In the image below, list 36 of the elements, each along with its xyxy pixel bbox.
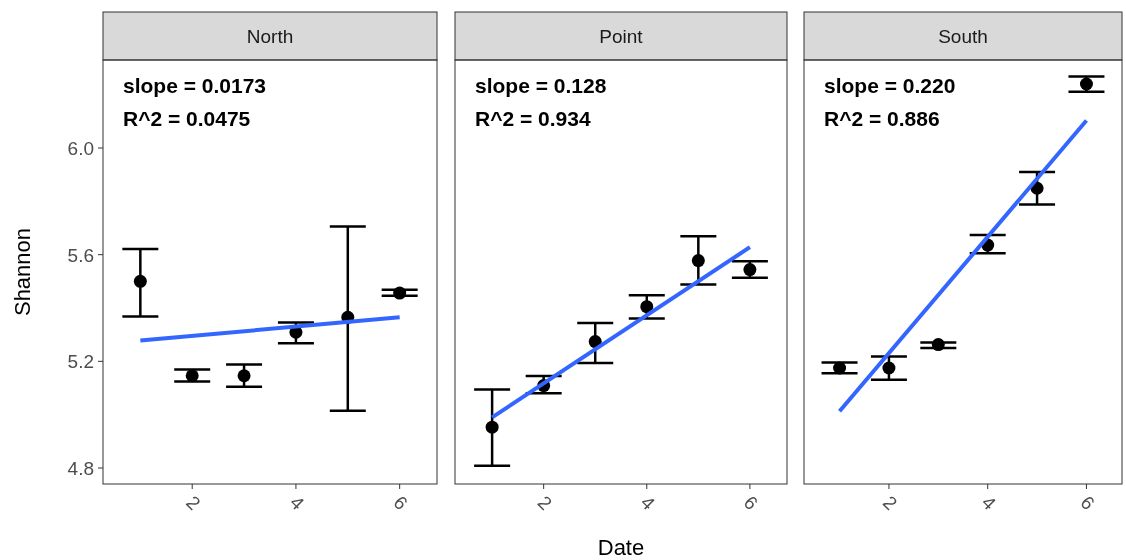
x-tick-label: 6 (389, 491, 412, 515)
x-tick-label: 6 (1076, 491, 1099, 515)
point (833, 361, 847, 375)
point (133, 274, 147, 288)
annotation: slope = 0.220 (824, 74, 956, 97)
point (485, 420, 499, 434)
x-tick-label: 6 (739, 491, 763, 515)
x-tick-label: 4 (285, 491, 309, 515)
point (1079, 77, 1093, 91)
chart-title: Point (599, 26, 644, 47)
x-tick-label: 2 (878, 491, 902, 515)
chart-title: North (246, 26, 294, 47)
annotation: slope = 0.128 (475, 74, 607, 97)
x-tick-label: 4 (977, 491, 1001, 515)
point (743, 263, 757, 277)
point (691, 254, 705, 268)
annotation: R^2 = 0.0475 (123, 107, 251, 130)
x-tick-label: 2 (533, 491, 556, 515)
annotation: slope = 0.0173 (123, 74, 267, 97)
y-tick-label: 5.6 (67, 244, 94, 266)
x-axis-title: Date (597, 535, 645, 560)
y-axis-title: Shannon (10, 227, 35, 317)
point (185, 369, 199, 383)
chart-title: South (938, 26, 988, 47)
point (640, 300, 654, 314)
point (237, 369, 251, 383)
point (931, 338, 945, 352)
annotation: R^2 = 0.886 (824, 107, 940, 130)
annotation: R^2 = 0.934 (475, 107, 591, 130)
x-tick-label: 2 (182, 491, 205, 515)
x-tick-label: 4 (636, 491, 660, 515)
y-tick-label: 4.8 (67, 458, 94, 479)
y-tick-label: 5.2 (67, 351, 94, 373)
y-tick-label: 6.0 (67, 138, 94, 159)
point (882, 361, 896, 375)
point (393, 286, 407, 300)
